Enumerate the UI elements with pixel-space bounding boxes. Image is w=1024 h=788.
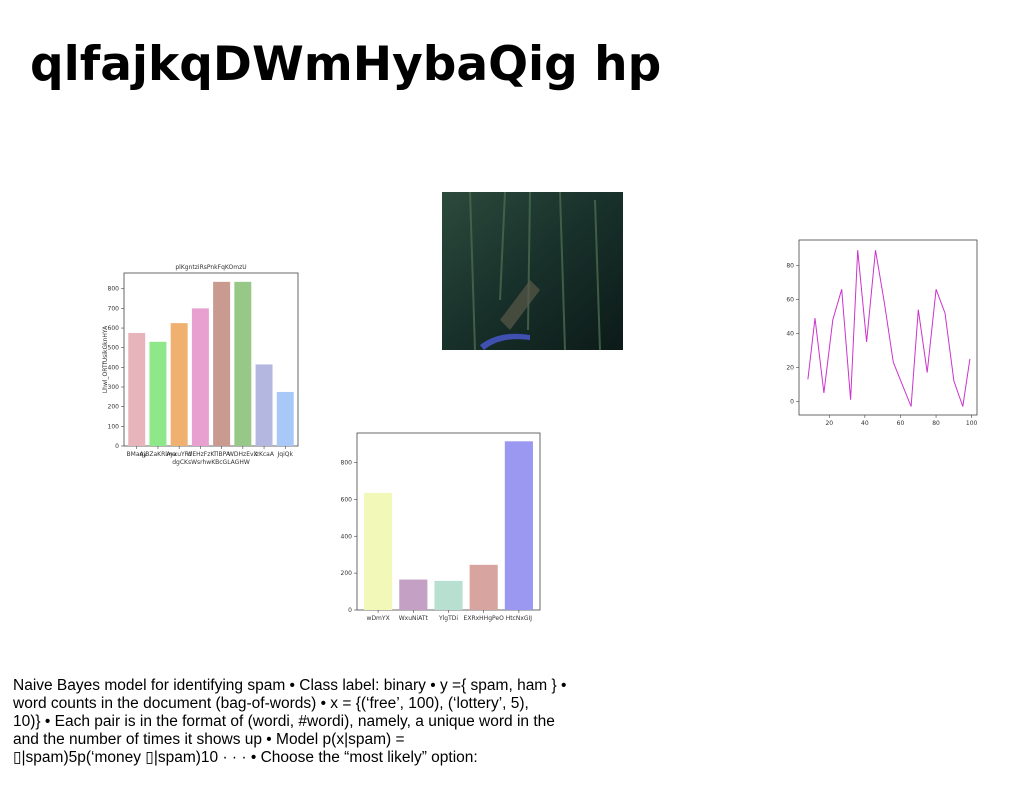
y-axis-label: Lhwl_ORTfUsikGknHYA <box>102 325 109 393</box>
x-tick-label: TlBPA <box>212 451 231 458</box>
body-text-line: and the number of times it shows up • Mo… <box>13 731 405 748</box>
bar <box>213 281 231 446</box>
axes-frame <box>798 239 978 416</box>
y-tick-label: 200 <box>108 404 120 411</box>
y-tick-label: 0 <box>790 398 794 405</box>
x-tick-label: 80 <box>932 420 940 427</box>
bar <box>364 492 393 610</box>
y-tick-label: 0 <box>348 607 352 614</box>
bar <box>276 391 294 446</box>
x-tick-label: 60 <box>897 420 905 427</box>
chart: 0 20 40 60 80 20 40 60 80 100 <box>786 239 978 427</box>
bar <box>504 441 533 610</box>
x-tick-label: 40 <box>861 420 869 427</box>
y-tick-label: 700 <box>108 305 120 312</box>
x-tick-label: WxuNiATt <box>399 615 429 622</box>
axes-frame <box>123 272 299 447</box>
chart: 0 200 400 600 800 wDmYX WxuNiATt YlgTDi EXRxHHgP… <box>341 432 541 622</box>
x-tick-label: AyxuYFd <box>166 451 192 458</box>
bar <box>170 323 188 446</box>
x-tick-label: wDmYX <box>367 615 390 622</box>
body-text-line: word counts in the document (bag-of-word… <box>12 695 529 712</box>
y-tick-label: 400 <box>341 533 353 540</box>
bar <box>234 281 252 446</box>
y-tick-label: 400 <box>108 364 120 371</box>
bar <box>191 308 209 446</box>
x-axis-label: dgCKsWsrhwKBcGLAGHW <box>172 459 250 466</box>
body-text-line: Naive Bayes model for identifying spam •… <box>13 677 566 694</box>
y-tick-label: 600 <box>341 496 353 503</box>
x-tick-label: 20 <box>825 420 833 427</box>
bar <box>255 364 273 446</box>
y-tick-label: 300 <box>108 384 120 391</box>
x-tick-label: YlgTDi <box>438 615 458 622</box>
line-series <box>807 250 971 407</box>
y-tick-label: 200 <box>341 570 353 577</box>
bar <box>399 579 428 610</box>
y-tick-label: 60 <box>786 296 794 303</box>
y-tick-label: 80 <box>786 262 794 269</box>
y-tick-label: 40 <box>786 330 794 337</box>
x-tick-label: BMaqy <box>127 451 148 458</box>
y-tick-label: 0 <box>115 443 119 450</box>
x-tick-label: WEHzFzK <box>186 451 215 458</box>
y-tick-label: 800 <box>341 460 353 467</box>
y-tick-label: 100 <box>108 423 120 430</box>
y-tick-label: 800 <box>108 286 120 293</box>
bar <box>128 332 146 446</box>
slide-title: qlfajkqDWmHybaQig hp <box>30 37 661 92</box>
x-tick-label: AjBZaKRlma <box>139 451 176 458</box>
body-text-line: ▯|spam)5p(‘money ▯|spam)10 · · · • Choos… <box>13 749 478 766</box>
x-tick-label: EXRxHHgPeO <box>464 615 505 622</box>
chart: 0 100 200 300 400 500 600 700 800 plKgntziRsPnkFq… <box>102 264 299 466</box>
x-tick-label: WDHzEvX <box>228 451 258 458</box>
x-tick-label: JqiQk <box>277 451 294 458</box>
y-tick-label: 500 <box>108 345 120 352</box>
y-tick-label: 20 <box>786 364 794 371</box>
bar <box>149 341 167 446</box>
y-tick-label: 600 <box>108 325 120 332</box>
x-tick-label: 100 <box>966 420 978 427</box>
photo <box>442 191 623 351</box>
chart-title: plKgntziRsPnkFqKOmzU <box>175 264 246 271</box>
body-text-line: 10)} • Each pair is in the format of (wo… <box>13 713 555 730</box>
x-tick-label: izKcaA <box>254 451 275 458</box>
x-tick-label: HtcNxGIJ <box>506 615 533 622</box>
bar <box>434 580 463 610</box>
bar <box>469 564 498 610</box>
